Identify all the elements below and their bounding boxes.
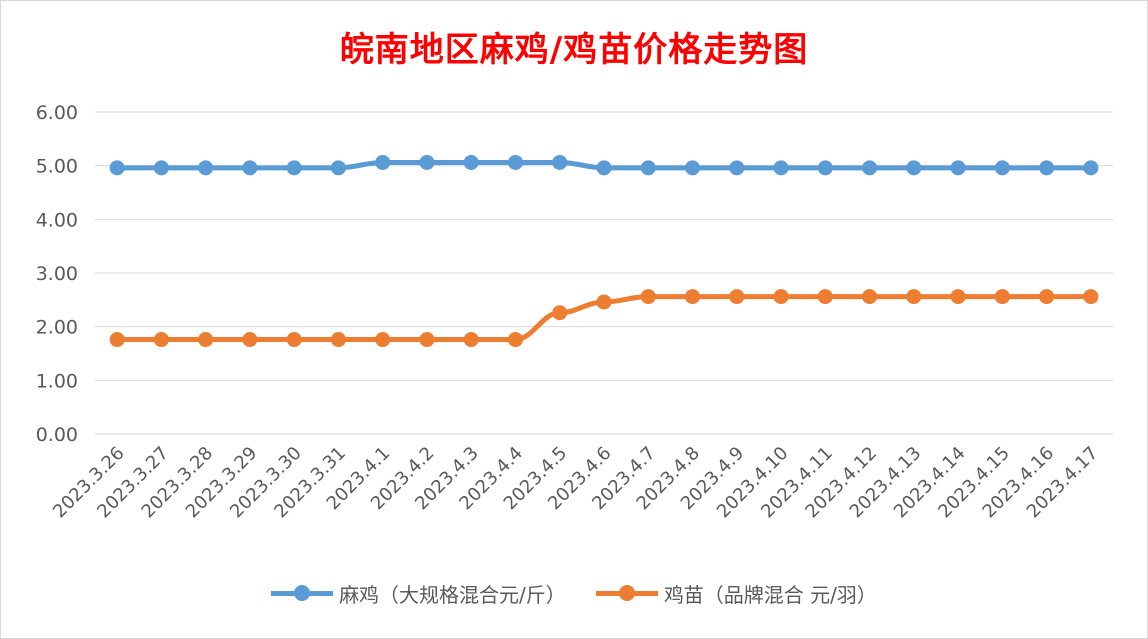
data-point[interactable] [994, 160, 1010, 176]
data-point[interactable] [685, 160, 701, 176]
legend-swatch-series-2 [595, 578, 658, 608]
data-point[interactable] [463, 332, 479, 348]
data-point[interactable] [729, 160, 745, 176]
data-point[interactable] [242, 332, 258, 348]
data-point[interactable] [685, 289, 701, 305]
y-tick-label: 2.00 [36, 317, 78, 339]
series-1 [109, 154, 1099, 176]
y-tick-label: 1.00 [36, 370, 78, 392]
y-tick-label: 4.00 [36, 209, 78, 231]
data-point[interactable] [817, 160, 833, 176]
data-point[interactable] [950, 289, 966, 305]
data-point[interactable] [153, 160, 169, 176]
data-point[interactable] [242, 160, 258, 176]
y-axis-ticks: 0.00 1.00 2.00 3.00 4.00 5.00 6.00 [36, 102, 78, 446]
data-point[interactable] [1083, 160, 1099, 176]
legend-item-series-1[interactable]: 麻鸡（大规格混合元/斤） [271, 578, 566, 608]
series-2 [109, 289, 1099, 348]
data-point[interactable] [419, 154, 435, 170]
data-point[interactable] [109, 160, 125, 176]
chart-title: 皖南地区麻鸡/鸡苗价格走势图 [339, 30, 809, 70]
data-point[interactable] [862, 289, 878, 305]
legend-item-series-2[interactable]: 鸡苗（品牌混合 元/羽） [595, 578, 877, 608]
y-tick-label: 3.00 [36, 263, 78, 285]
data-point[interactable] [906, 160, 922, 176]
data-point[interactable] [817, 289, 833, 305]
data-point[interactable] [153, 332, 169, 348]
data-point[interactable] [198, 332, 214, 348]
data-point[interactable] [286, 160, 302, 176]
x-axis-ticks: 2023.3.262023.3.272023.3.282023.3.292023… [49, 443, 1102, 523]
gridlines [95, 111, 1113, 435]
data-point[interactable] [286, 332, 302, 348]
data-point[interactable] [109, 332, 125, 348]
y-tick-label: 0.00 [36, 424, 78, 446]
data-point[interactable] [773, 289, 789, 305]
data-point[interactable] [640, 289, 656, 305]
data-point[interactable] [640, 160, 656, 176]
data-point[interactable] [330, 332, 346, 348]
data-point[interactable] [862, 160, 878, 176]
data-point[interactable] [596, 160, 612, 176]
data-point[interactable] [773, 160, 789, 176]
data-point[interactable] [507, 154, 523, 170]
legend-swatch-series-1 [271, 578, 334, 608]
legend-label-series-2: 鸡苗（品牌混合 元/羽） [663, 582, 877, 607]
data-point[interactable] [552, 154, 568, 170]
data-point[interactable] [1039, 160, 1055, 176]
data-point[interactable] [330, 160, 346, 176]
legend-label-series-1: 麻鸡（大规格混合元/斤） [339, 582, 566, 607]
data-point[interactable] [375, 332, 391, 348]
data-point[interactable] [994, 289, 1010, 305]
data-point[interactable] [729, 289, 745, 305]
data-point[interactable] [419, 332, 435, 348]
data-point[interactable] [507, 332, 523, 348]
y-tick-label: 6.00 [36, 102, 78, 124]
data-point[interactable] [906, 289, 922, 305]
series-lines [109, 154, 1099, 348]
data-point[interactable] [552, 305, 568, 321]
data-point[interactable] [950, 160, 966, 176]
legend: 麻鸡（大规格混合元/斤） 鸡苗（品牌混合 元/羽） [0, 578, 1148, 608]
data-point[interactable] [1039, 289, 1055, 305]
y-tick-label: 5.00 [36, 156, 78, 178]
data-point[interactable] [198, 160, 214, 176]
data-point[interactable] [463, 154, 479, 170]
data-point[interactable] [596, 294, 612, 310]
data-point[interactable] [1083, 289, 1099, 305]
data-point[interactable] [375, 154, 391, 170]
